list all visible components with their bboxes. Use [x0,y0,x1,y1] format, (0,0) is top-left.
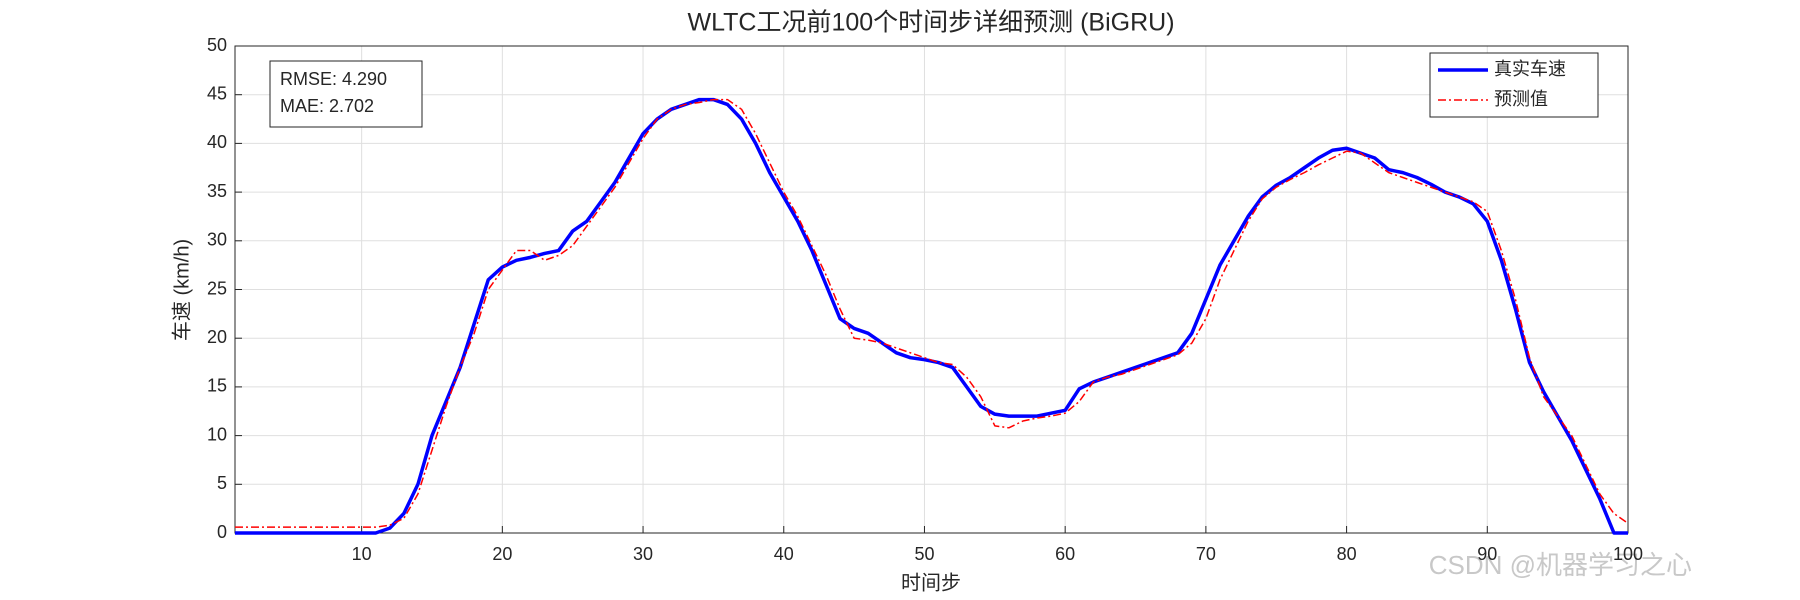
x-tick-label: 10 [352,544,372,564]
axes-frame [234,45,1629,534]
y-tick-label: 35 [207,181,227,201]
y-axis-label: 车速 (km/h) [170,239,193,341]
y-tick-label: 50 [207,35,227,55]
y-tick-label: 30 [207,230,227,250]
series-line [235,98,1629,528]
annotation-frame [269,60,423,128]
y-tick-label: 5 [217,473,227,493]
x-tick-label: 100 [1613,544,1643,564]
y-tick-label: 15 [207,376,227,396]
x-tick-label: 70 [1196,544,1216,564]
watermark: CSDN @机器学习之心 [1429,550,1692,580]
y-tick-label: 45 [207,83,227,103]
x-tick-label: 40 [774,544,794,564]
x-tick-label: 30 [633,544,653,564]
y-tick-label: 40 [207,132,227,152]
x-tick-label: 60 [1055,544,1075,564]
series-line [235,97,1628,535]
y-tick-label: 20 [207,327,227,347]
legend-frame [1429,52,1599,118]
annotation: RMSE: 4.290 [280,69,387,89]
y-tick-label: 0 [217,522,227,542]
y-tick-label: 10 [207,424,227,444]
annotation-box: RMSE: 4.290 MAE: 2.702 [269,60,423,128]
x-tick-label: 50 [914,544,934,564]
x-tick-label: 90 [1477,544,1497,564]
y-tick-label: 25 [207,278,227,298]
x-axis-label: 时间步 [901,571,961,594]
legend-label: 预测值 [1494,89,1548,109]
x-tick-label: 20 [492,544,512,564]
x-tick-label: 80 [1337,544,1357,564]
chart-title: WLTC工况前100个时间步详细预测 (BiGRU) [687,9,1174,37]
annotation: MAE: 2.702 [280,96,374,116]
legend-label: 真实车速 [1494,59,1566,79]
